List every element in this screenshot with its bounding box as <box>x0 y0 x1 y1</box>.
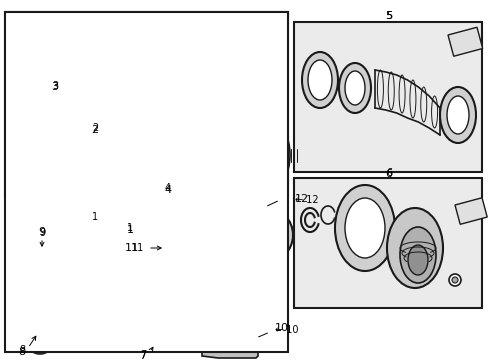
Text: 2: 2 <box>91 125 99 135</box>
Text: 2: 2 <box>92 123 98 133</box>
Polygon shape <box>32 282 52 330</box>
Ellipse shape <box>220 255 269 335</box>
Bar <box>5 12 287 197</box>
Ellipse shape <box>407 245 427 275</box>
Text: 8: 8 <box>19 345 25 355</box>
Text: 7: 7 <box>139 351 146 360</box>
Text: 7: 7 <box>140 350 146 360</box>
Bar <box>293 178 481 308</box>
Text: 1: 1 <box>92 212 98 222</box>
Text: 6: 6 <box>385 169 392 179</box>
Polygon shape <box>75 255 244 340</box>
Ellipse shape <box>20 235 64 305</box>
Ellipse shape <box>345 198 384 258</box>
Ellipse shape <box>307 60 331 100</box>
Ellipse shape <box>302 52 337 108</box>
Ellipse shape <box>439 87 475 143</box>
Ellipse shape <box>153 43 173 67</box>
Text: 4: 4 <box>164 185 171 195</box>
Bar <box>454 198 486 224</box>
Ellipse shape <box>334 185 394 271</box>
Circle shape <box>237 207 292 263</box>
Circle shape <box>142 317 153 327</box>
Circle shape <box>187 148 192 152</box>
Circle shape <box>448 274 460 286</box>
Ellipse shape <box>446 96 468 134</box>
Text: 10: 10 <box>274 323 288 333</box>
Circle shape <box>246 217 283 253</box>
Text: 11: 11 <box>125 243 139 253</box>
Ellipse shape <box>136 45 160 85</box>
Bar <box>293 22 481 172</box>
Text: 9: 9 <box>39 227 45 237</box>
Ellipse shape <box>399 227 435 283</box>
Text: 1: 1 <box>126 225 133 235</box>
Circle shape <box>92 262 98 268</box>
Bar <box>164 222 220 290</box>
Text: 5: 5 <box>385 11 392 21</box>
Ellipse shape <box>28 246 56 294</box>
Circle shape <box>90 260 100 270</box>
Circle shape <box>216 320 240 344</box>
Ellipse shape <box>95 46 135 90</box>
Polygon shape <box>215 130 264 180</box>
Circle shape <box>220 325 229 335</box>
Circle shape <box>201 261 208 269</box>
Text: 3: 3 <box>51 82 59 92</box>
Ellipse shape <box>386 208 442 288</box>
Text: 6: 6 <box>385 168 391 178</box>
Bar <box>140 312 178 344</box>
Bar <box>5 12 287 352</box>
Text: 9: 9 <box>39 228 45 238</box>
Text: 3: 3 <box>52 81 58 91</box>
Polygon shape <box>82 48 135 88</box>
Circle shape <box>222 262 227 268</box>
Ellipse shape <box>36 260 48 280</box>
Circle shape <box>184 145 195 155</box>
Text: 12: 12 <box>294 194 308 204</box>
Circle shape <box>26 326 54 354</box>
Ellipse shape <box>338 63 370 113</box>
Ellipse shape <box>54 43 70 87</box>
Circle shape <box>222 327 227 333</box>
Circle shape <box>210 344 219 352</box>
Text: ← 12: ← 12 <box>294 195 318 205</box>
Bar <box>10 16 175 121</box>
Text: 1: 1 <box>127 223 133 233</box>
Text: 8: 8 <box>19 347 25 357</box>
Circle shape <box>48 48 62 62</box>
Ellipse shape <box>105 56 125 80</box>
Circle shape <box>90 325 100 335</box>
Text: ← 10: ← 10 <box>274 325 298 335</box>
Circle shape <box>42 42 68 68</box>
Circle shape <box>258 228 271 242</box>
Text: 4: 4 <box>164 183 171 193</box>
Circle shape <box>92 327 98 333</box>
Ellipse shape <box>249 120 289 190</box>
Circle shape <box>163 331 173 341</box>
Ellipse shape <box>158 49 168 61</box>
Ellipse shape <box>50 255 100 335</box>
Polygon shape <box>202 300 258 358</box>
Circle shape <box>32 332 48 348</box>
Circle shape <box>171 241 179 249</box>
Circle shape <box>37 337 43 343</box>
Text: 11: 11 <box>132 243 144 253</box>
Text: 5: 5 <box>385 11 391 21</box>
Bar <box>447 27 482 56</box>
Ellipse shape <box>345 71 364 105</box>
Circle shape <box>209 314 245 350</box>
Circle shape <box>451 277 457 283</box>
Circle shape <box>220 260 229 270</box>
